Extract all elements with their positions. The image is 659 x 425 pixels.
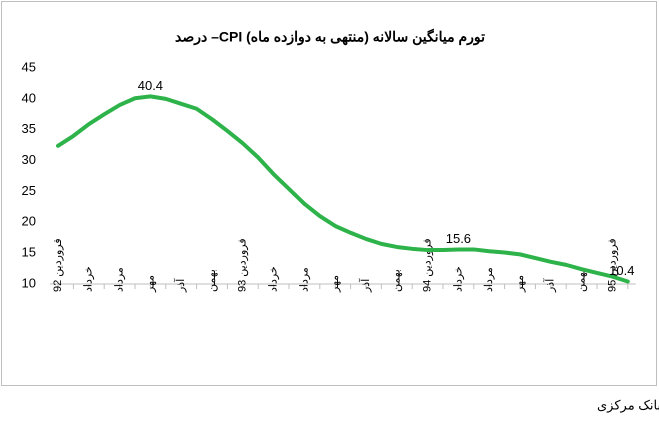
source-note: مأخذ: بانک مرکزی — [597, 395, 659, 413]
y-tick-label: 10 — [22, 275, 36, 290]
x-tick-label: مرداد — [114, 267, 126, 292]
x-tick-label: خرداد — [452, 266, 464, 292]
y-tick-label: 45 — [22, 59, 36, 74]
data-label: 10.4 — [609, 263, 634, 278]
x-tick-label: فروردین 94 — [422, 238, 434, 292]
x-tick-label: مهر — [514, 275, 526, 293]
x-tick-label: مهر — [329, 275, 341, 293]
x-tick-label: آذر — [359, 278, 372, 293]
data-label: 15.6 — [446, 231, 471, 246]
data-label: 40.4 — [138, 78, 163, 93]
y-tick-label: 30 — [22, 152, 36, 167]
x-tick-label: فروردین 92 — [52, 238, 64, 292]
data-line — [56, 94, 630, 284]
x-tick-label: بهمن — [391, 269, 403, 292]
y-tick-label: 40 — [22, 90, 36, 105]
y-tick-label: 20 — [22, 214, 36, 229]
x-tick-label: بهمن — [206, 269, 218, 292]
y-tick-label: 15 — [22, 245, 36, 260]
x-tick-label: مرداد — [298, 267, 310, 292]
x-tick-label: آذر — [174, 278, 187, 293]
y-tick-label: 35 — [22, 121, 36, 136]
x-tick-label: فروردین 93 — [237, 238, 249, 292]
x-tick-label: مرداد — [483, 267, 495, 292]
y-tick-label: 25 — [22, 183, 36, 198]
x-tick-label: آذر — [544, 278, 557, 293]
x-tick-label: خرداد — [268, 266, 280, 292]
x-tick-label: خرداد — [83, 266, 95, 292]
chart-title: تورم میانگین سالانه (منتهی به دوازده ماه… — [175, 29, 485, 46]
chart-frame — [1, 1, 657, 386]
x-tick-label: مهر — [144, 275, 156, 293]
x-tick-label: بهمن — [576, 269, 588, 292]
